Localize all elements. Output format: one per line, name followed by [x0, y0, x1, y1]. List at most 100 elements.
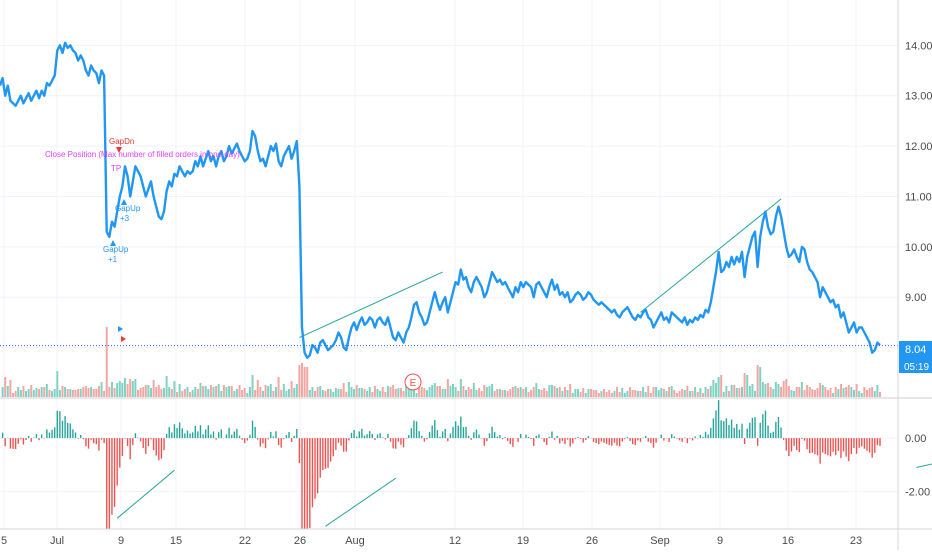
- volume-bar: [459, 379, 462, 397]
- volume-bar: [540, 390, 543, 397]
- volume-bar: [681, 389, 684, 397]
- volume-bar: [751, 384, 754, 397]
- volume-bar: [824, 387, 827, 397]
- volume-bar: [381, 387, 384, 397]
- volume-bar: [373, 386, 376, 397]
- volume-bar: [855, 384, 858, 397]
- volume-bar: [639, 391, 642, 397]
- volume-bar: [813, 390, 816, 397]
- volume-bar: [480, 391, 483, 397]
- volume-bar: [465, 390, 468, 397]
- volume-bar: [9, 380, 12, 397]
- volume-bar: [811, 389, 814, 397]
- volume-bar: [759, 367, 762, 397]
- volume-bar: [545, 391, 548, 397]
- volume-bar: [366, 391, 369, 397]
- volume-bar: [95, 389, 98, 397]
- volume-bar: [550, 385, 553, 397]
- volume-bar: [717, 377, 720, 397]
- volume-bar: [69, 389, 72, 397]
- volume-bar: [754, 391, 757, 397]
- volume-bar: [334, 388, 337, 397]
- volume-bar: [561, 391, 564, 397]
- volume-bar: [340, 389, 343, 397]
- volume-bar: [678, 391, 681, 397]
- volume-bar: [248, 387, 251, 397]
- time-tick-label: 19: [517, 535, 529, 547]
- volume-bar: [410, 386, 413, 397]
- volume-bar: [608, 390, 611, 397]
- volume-bar: [748, 386, 751, 397]
- volume-bar: [74, 390, 77, 397]
- volume-bar: [707, 389, 710, 397]
- volume-bar: [790, 390, 793, 397]
- volume-bar: [821, 385, 824, 397]
- volume-bar: [868, 388, 871, 397]
- volume-bar: [730, 385, 733, 397]
- trendline: [325, 477, 397, 527]
- volume-bar: [79, 389, 82, 397]
- volume-bar: [782, 381, 785, 397]
- volume-bar: [543, 388, 546, 397]
- volume-bar: [527, 392, 530, 397]
- volume-bar: [233, 391, 236, 397]
- volume-bar: [793, 391, 796, 397]
- volume-bar: [267, 386, 270, 397]
- volume-bar: [243, 388, 246, 397]
- volume-bar: [610, 393, 613, 397]
- volume-bar: [142, 387, 145, 397]
- volume-bar: [475, 390, 478, 397]
- volume-bar: [660, 388, 663, 397]
- volume-bar: [415, 393, 418, 397]
- volume-bar: [774, 382, 777, 397]
- volume-bar: [342, 383, 345, 397]
- price-tick-label: 14.00: [905, 40, 932, 52]
- volume-bar: [847, 385, 850, 397]
- volume-bar: [582, 388, 585, 397]
- volume-bar: [506, 391, 509, 397]
- volume-bar: [605, 392, 608, 397]
- volume-bar: [488, 386, 491, 397]
- volume-bar: [350, 387, 353, 397]
- volume-bar: [675, 393, 678, 397]
- volume-bar: [876, 385, 879, 397]
- volume-bar: [819, 383, 822, 397]
- gapdn-arrow-icon: [116, 147, 122, 153]
- volume-bar: [563, 387, 566, 397]
- trendline: [640, 198, 782, 313]
- volume-bar: [647, 386, 650, 397]
- earnings-marker: E: [404, 373, 422, 391]
- volume-bar: [110, 382, 113, 397]
- volume-bar: [306, 367, 309, 397]
- oscillator-tick-label: 0.00: [905, 433, 926, 445]
- volume-bar: [511, 387, 514, 397]
- volume-bar: [852, 390, 855, 397]
- volume-bar: [25, 391, 28, 397]
- volume-bar: [152, 380, 155, 397]
- volume-bar: [332, 392, 335, 397]
- volume-bar: [397, 388, 400, 397]
- trendline: [299, 271, 443, 338]
- price-line: [0, 41, 881, 359]
- volume-bar: [66, 389, 69, 397]
- time-tick-label: 26: [294, 535, 306, 547]
- volume-bar: [84, 386, 87, 397]
- volume-bar: [170, 389, 173, 397]
- volume-bar: [553, 386, 556, 397]
- gapup-qty-3: +3: [120, 214, 130, 223]
- gapdn-label: GapDn: [109, 137, 134, 146]
- volume-bar: [683, 390, 686, 397]
- volume-bar: [353, 389, 356, 397]
- trendlines: [116, 198, 932, 527]
- volume-bar: [87, 388, 90, 397]
- volume-bar: [738, 388, 741, 397]
- volume-bar: [795, 387, 798, 397]
- volume-bar: [787, 386, 790, 397]
- volume-bar: [212, 387, 215, 397]
- volume-bar: [733, 385, 736, 397]
- volume-bar: [806, 385, 809, 397]
- volume-bar: [389, 387, 392, 397]
- volume-bar: [548, 385, 551, 397]
- volume-bar: [254, 390, 257, 397]
- volume-bar: [147, 385, 150, 397]
